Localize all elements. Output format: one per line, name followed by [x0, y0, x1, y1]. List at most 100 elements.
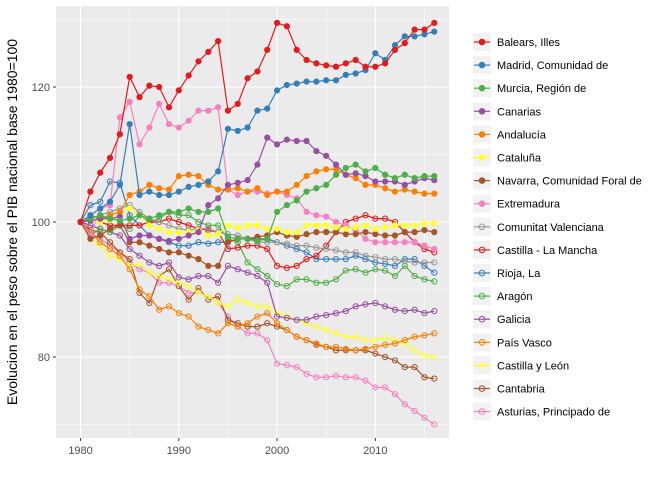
data-point: [391, 272, 399, 280]
data-point: [323, 77, 330, 84]
data-point: [97, 212, 104, 219]
data-point: [372, 178, 379, 185]
data-point: [352, 161, 359, 168]
data-point: [362, 301, 369, 308]
data-point: [106, 198, 114, 205]
data-point: [215, 168, 222, 175]
data-point: [244, 242, 251, 249]
data-point: [205, 272, 212, 280]
data-point: [372, 337, 379, 344]
data-point: [303, 208, 310, 215]
data-point: [391, 357, 399, 364]
data-point: [165, 121, 173, 128]
legend-item: País Vasco: [473, 333, 552, 352]
data-point: [156, 191, 163, 199]
data-point: [126, 245, 133, 253]
legend-key-marker: [478, 269, 486, 277]
data-point: [273, 281, 281, 288]
data-point: [273, 262, 281, 269]
data-point: [342, 71, 349, 78]
data-point: [352, 224, 359, 231]
data-point: [264, 310, 271, 317]
data-point: [234, 320, 241, 327]
data-point: [195, 181, 202, 188]
y-tick-label: 80: [38, 352, 50, 364]
data-point: [97, 232, 104, 239]
legend-key-marker: [478, 108, 486, 115]
data-point: [362, 256, 369, 263]
data-point: [391, 262, 399, 269]
data-point: [362, 63, 369, 70]
data-point: [283, 314, 290, 321]
data-point: [185, 242, 192, 249]
data-point: [431, 330, 438, 337]
data-point: [87, 188, 94, 195]
data-point: [106, 154, 114, 161]
x-tick-label: 2010: [363, 445, 387, 457]
legend-item: Navarra, Comunidad Foral de: [473, 171, 642, 190]
legend-label: Cantabria: [497, 384, 546, 396]
data-point: [293, 137, 300, 145]
legend-label: Extremadura: [497, 199, 561, 211]
data-point: [283, 326, 290, 334]
data-point: [264, 272, 271, 280]
data-point: [254, 107, 261, 114]
data-point: [106, 225, 114, 232]
series: [77, 218, 438, 361]
data-point: [254, 68, 261, 75]
data-point: [156, 225, 163, 232]
legend-item: Murcia, Región de: [473, 79, 586, 98]
data-point: [106, 215, 114, 222]
data-point: [146, 124, 153, 131]
data-point: [313, 244, 320, 251]
legend-key-marker: [478, 177, 486, 184]
data-point: [244, 269, 251, 276]
data-point: [382, 256, 389, 263]
data-point: [205, 240, 212, 247]
series: [77, 28, 438, 226]
data-point: [116, 131, 123, 138]
data-point: [303, 137, 310, 145]
data-point: [244, 259, 251, 266]
data-point: [254, 330, 261, 337]
data-point: [382, 232, 389, 239]
data-point: [215, 195, 222, 202]
y-axis: 80 100 120: [32, 82, 56, 364]
series-line: [80, 221, 435, 351]
data-point: [224, 239, 232, 246]
data-point: [411, 188, 418, 195]
data-point: [126, 191, 133, 199]
data-point: [283, 81, 290, 89]
data-point: [352, 231, 359, 238]
data-point: [293, 262, 300, 269]
data-point: [264, 337, 271, 344]
data-point: [165, 229, 173, 236]
data-point: [332, 218, 340, 226]
data-point: [323, 62, 330, 69]
series-line: [80, 221, 435, 358]
data-point: [401, 364, 408, 371]
data-point: [431, 375, 438, 382]
data-point: [234, 179, 241, 186]
data-point: [205, 178, 212, 185]
legend-key-marker: [478, 246, 486, 254]
data-point: [215, 231, 222, 238]
data-point: [401, 308, 408, 315]
data-point: [342, 333, 349, 340]
data-point: [126, 256, 133, 263]
data-point: [116, 217, 123, 224]
data-point: [215, 186, 222, 193]
data-point: [175, 229, 182, 236]
data-point: [382, 185, 389, 192]
y-axis-title: Evolucion en el peso sobre el PIB nacion…: [4, 39, 20, 405]
data-point: [283, 188, 290, 195]
data-point: [411, 259, 418, 266]
data-point: [165, 249, 173, 256]
data-point: [136, 239, 143, 246]
data-point: [224, 222, 232, 229]
legend-key-marker: [478, 61, 486, 69]
data-point: [372, 164, 379, 172]
legend-key-marker: [478, 84, 486, 92]
data-point: [244, 320, 251, 327]
